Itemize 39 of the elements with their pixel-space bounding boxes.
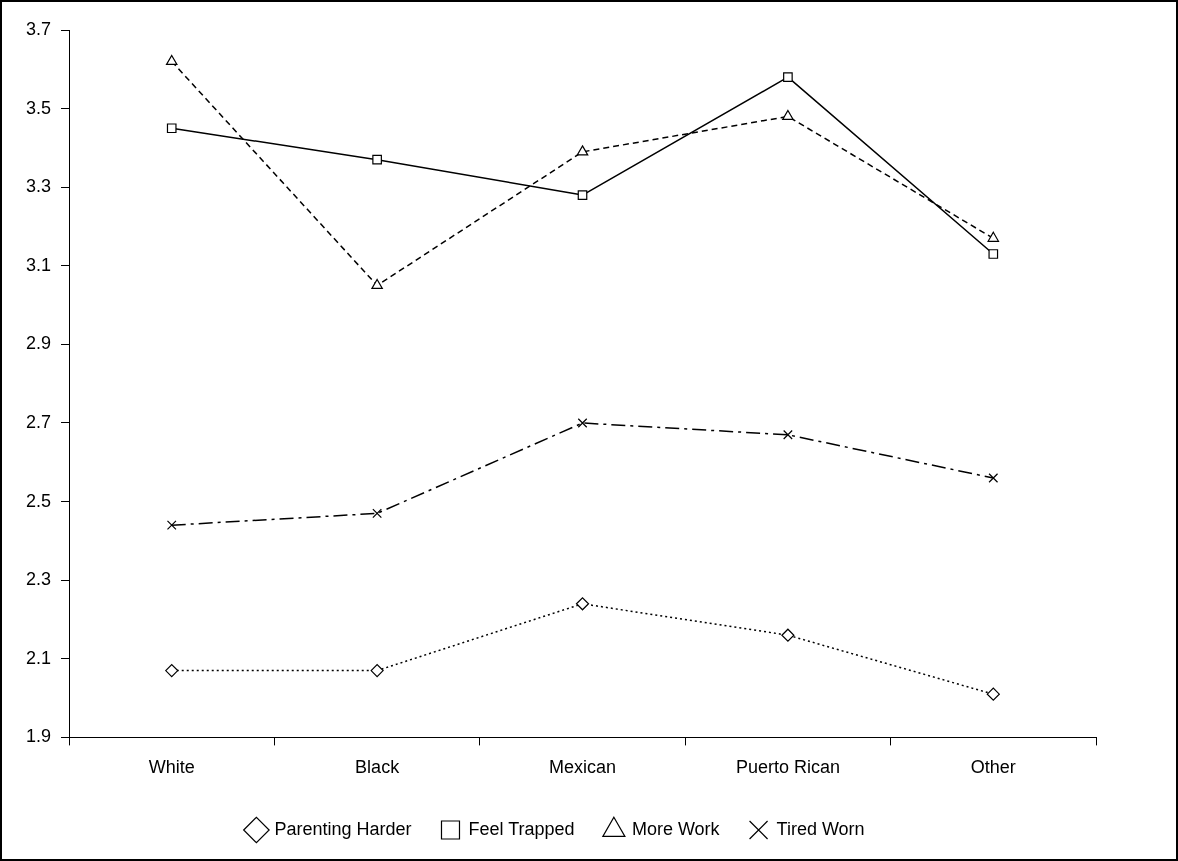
- y-tick-label: 2.1: [25, 647, 52, 668]
- x-tick-label: Other: [970, 757, 1016, 778]
- y-tick-label: 2.9: [25, 333, 52, 354]
- point: [783, 72, 793, 82]
- x-tick-label: Black: [355, 757, 401, 778]
- point: [988, 473, 999, 483]
- point: [165, 663, 179, 678]
- point: [372, 154, 382, 165]
- point: [577, 190, 588, 200]
- y-tick-label: 3.7: [25, 18, 52, 39]
- point: [988, 249, 999, 259]
- point: [577, 418, 588, 428]
- point: [576, 145, 589, 156]
- y-tick-label: 3.5: [25, 97, 52, 118]
- point: [371, 278, 383, 290]
- point: [165, 54, 178, 66]
- y-tick-label: 2.5: [25, 490, 52, 511]
- legend-label: Feel Trapped: [468, 818, 575, 839]
- point: [166, 123, 177, 134]
- point: [166, 520, 177, 531]
- point: [575, 597, 590, 611]
- point: [370, 663, 384, 678]
- y-tick-label: 2.3: [25, 569, 52, 590]
- legend-label: Tired Worn: [776, 818, 865, 839]
- y-tick-label: 1.9: [25, 726, 52, 747]
- x-tick-label: Puerto Rican: [735, 757, 840, 778]
- point: [372, 508, 382, 519]
- point: [781, 628, 795, 642]
- legend-label: Parenting Harder: [274, 818, 412, 839]
- point: [783, 429, 793, 440]
- point: [987, 231, 1000, 242]
- y-tick-label: 3.1: [25, 254, 52, 275]
- y-tick-label: 2.7: [25, 411, 52, 432]
- x-tick-label: White: [148, 757, 195, 778]
- x-tick-label: Mexican: [549, 757, 617, 778]
- legend-label: More Work: [631, 818, 721, 839]
- point: [986, 687, 1000, 701]
- y-tick-label: 3.3: [25, 176, 52, 197]
- point: [782, 109, 794, 121]
